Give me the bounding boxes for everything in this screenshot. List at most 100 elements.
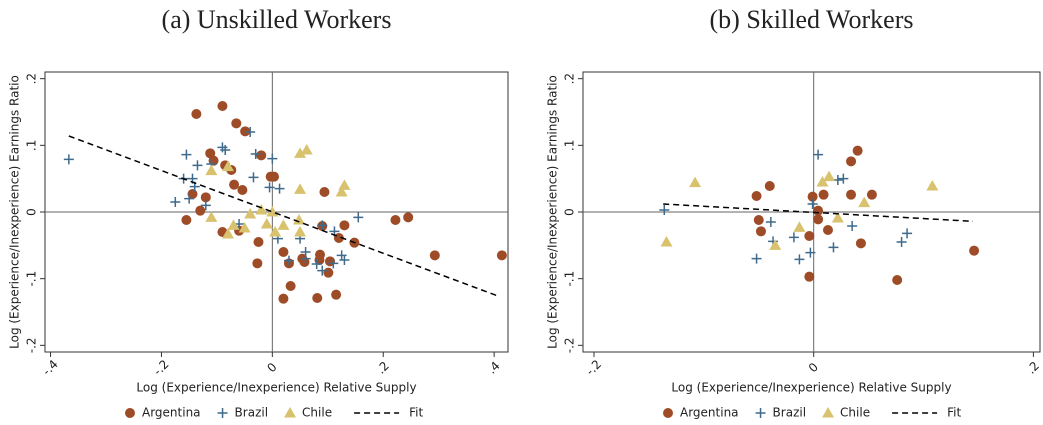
x-axis-label: Log (Experience/Inexperience) Relative S… (671, 381, 951, 395)
point (248, 172, 259, 183)
point (278, 293, 289, 304)
point (311, 259, 322, 269)
point (292, 214, 305, 225)
point (200, 192, 211, 203)
legend-swatch (822, 407, 835, 418)
point (769, 239, 782, 250)
x-tick-label: -.2 (583, 357, 604, 378)
point (788, 232, 799, 243)
point (319, 187, 330, 197)
x-axis-label: Log (Experience/Inexperience) Relative S… (136, 381, 416, 395)
point (805, 247, 816, 258)
point (816, 176, 829, 187)
point (818, 189, 829, 200)
x-tick-label: -.2 (151, 357, 172, 378)
point (338, 179, 351, 190)
point (238, 222, 251, 233)
point (277, 219, 290, 230)
point (191, 109, 202, 119)
legend-label: Brazil (235, 406, 269, 420)
point (250, 149, 261, 159)
point (339, 255, 350, 265)
point (195, 205, 206, 216)
point (192, 160, 203, 171)
y-tick-label: -.1 (563, 271, 577, 287)
x-tick-label: 0 (806, 360, 821, 375)
point (200, 200, 211, 211)
legend-label: Fit (409, 406, 423, 420)
point (755, 226, 766, 237)
point (229, 179, 240, 190)
point (274, 183, 285, 194)
point (256, 150, 267, 161)
point (804, 271, 815, 282)
point (807, 199, 818, 209)
legend-label: Chile (840, 406, 870, 420)
point (846, 189, 857, 200)
point (496, 250, 507, 261)
point (847, 221, 858, 231)
point (813, 149, 824, 160)
legend-label: Argentina (680, 406, 739, 420)
point (659, 205, 670, 215)
point (285, 281, 296, 291)
point (283, 255, 294, 266)
point (252, 258, 263, 269)
point (255, 204, 268, 215)
point (813, 214, 824, 225)
point (181, 149, 192, 160)
point (231, 118, 242, 129)
point (260, 218, 273, 229)
y-tick-label: 0 (563, 208, 577, 216)
point (323, 267, 334, 278)
legend-swatch (125, 408, 135, 418)
point (896, 237, 907, 247)
legend-swatch (755, 408, 766, 418)
point (855, 238, 866, 249)
fit-line (663, 203, 974, 223)
legend-swatch (663, 408, 673, 418)
legend-label: Chile (302, 406, 332, 420)
point (269, 226, 282, 237)
y-axis-label: Log (Experience/Inexperience) Earnings R… (546, 75, 560, 349)
point (244, 208, 257, 219)
point (751, 253, 762, 264)
legend-label: Fit (947, 406, 961, 420)
point (823, 170, 836, 182)
point (217, 101, 228, 111)
point (331, 289, 342, 300)
point (317, 265, 328, 276)
y-tick-label: .1 (25, 140, 39, 151)
point (866, 189, 877, 200)
y-tick-label: .1 (563, 140, 577, 151)
point (852, 145, 863, 156)
point (969, 245, 980, 256)
point (317, 220, 328, 231)
point (764, 181, 775, 191)
chart-title: (b) Skilled Workers (710, 5, 914, 34)
chart-title: (a) Unskilled Workers (162, 5, 392, 34)
point (813, 205, 824, 216)
point (220, 145, 231, 155)
point (765, 217, 776, 227)
y-tick-label: .2 (563, 73, 577, 84)
point (429, 250, 440, 261)
y-tick-label: -.1 (25, 271, 39, 287)
point (245, 127, 256, 137)
point (339, 220, 350, 231)
point (269, 171, 280, 182)
point (205, 211, 218, 222)
point (335, 186, 348, 197)
point (828, 242, 839, 253)
y-tick-label: -.2 (25, 337, 39, 353)
point (822, 225, 833, 235)
x-tick-label: .2 (374, 359, 392, 377)
point (227, 219, 240, 230)
point (237, 185, 248, 195)
point (312, 293, 323, 303)
point (838, 173, 849, 184)
point (804, 231, 815, 241)
point (63, 154, 74, 165)
y-tick-label: -.2 (563, 337, 577, 353)
point (294, 183, 307, 194)
